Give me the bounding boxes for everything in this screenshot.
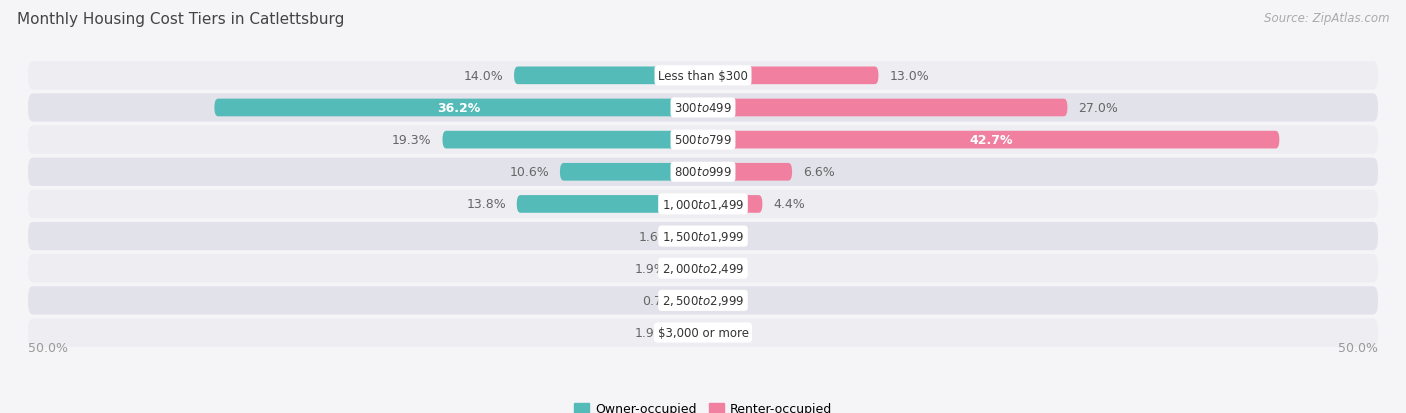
- Text: 0.0%: 0.0%: [714, 294, 745, 307]
- FancyBboxPatch shape: [703, 196, 762, 213]
- FancyBboxPatch shape: [678, 324, 703, 342]
- Text: 0.0%: 0.0%: [714, 262, 745, 275]
- Text: 27.0%: 27.0%: [1078, 102, 1118, 115]
- Text: Source: ZipAtlas.com: Source: ZipAtlas.com: [1264, 12, 1389, 25]
- FancyBboxPatch shape: [28, 62, 1378, 90]
- Text: 13.0%: 13.0%: [889, 70, 929, 83]
- FancyBboxPatch shape: [517, 196, 703, 213]
- FancyBboxPatch shape: [560, 164, 703, 181]
- FancyBboxPatch shape: [703, 164, 792, 181]
- Text: 13.8%: 13.8%: [467, 198, 506, 211]
- Text: 0.79%: 0.79%: [641, 294, 682, 307]
- Text: $1,000 to $1,499: $1,000 to $1,499: [662, 197, 744, 211]
- Text: $2,500 to $2,999: $2,500 to $2,999: [662, 294, 744, 308]
- Text: 0.0%: 0.0%: [714, 326, 745, 339]
- Text: 4.4%: 4.4%: [773, 198, 806, 211]
- FancyBboxPatch shape: [214, 100, 703, 117]
- FancyBboxPatch shape: [703, 67, 879, 85]
- Legend: Owner-occupied, Renter-occupied: Owner-occupied, Renter-occupied: [574, 402, 832, 413]
- Text: Monthly Housing Cost Tiers in Catlettsburg: Monthly Housing Cost Tiers in Catlettsbu…: [17, 12, 344, 27]
- Text: $500 to $799: $500 to $799: [673, 134, 733, 147]
- Text: 1.9%: 1.9%: [634, 326, 666, 339]
- FancyBboxPatch shape: [703, 131, 1279, 149]
- FancyBboxPatch shape: [28, 287, 1378, 315]
- Text: 36.2%: 36.2%: [437, 102, 481, 115]
- Text: 42.7%: 42.7%: [969, 134, 1012, 147]
- Text: $800 to $999: $800 to $999: [673, 166, 733, 179]
- FancyBboxPatch shape: [28, 190, 1378, 218]
- FancyBboxPatch shape: [28, 222, 1378, 251]
- Text: 50.0%: 50.0%: [1339, 342, 1378, 354]
- FancyBboxPatch shape: [515, 67, 703, 85]
- Text: 1.6%: 1.6%: [638, 230, 671, 243]
- Text: $2,000 to $2,499: $2,000 to $2,499: [662, 261, 744, 275]
- Text: 14.0%: 14.0%: [464, 70, 503, 83]
- Text: 0.0%: 0.0%: [714, 230, 745, 243]
- FancyBboxPatch shape: [28, 254, 1378, 282]
- FancyBboxPatch shape: [28, 94, 1378, 122]
- FancyBboxPatch shape: [678, 260, 703, 278]
- FancyBboxPatch shape: [682, 228, 703, 245]
- Text: Less than $300: Less than $300: [658, 70, 748, 83]
- Text: 6.6%: 6.6%: [803, 166, 835, 179]
- Text: $1,500 to $1,999: $1,500 to $1,999: [662, 230, 744, 244]
- FancyBboxPatch shape: [28, 158, 1378, 187]
- Text: 10.6%: 10.6%: [509, 166, 550, 179]
- Text: 50.0%: 50.0%: [28, 342, 67, 354]
- FancyBboxPatch shape: [692, 292, 703, 309]
- Text: $300 to $499: $300 to $499: [673, 102, 733, 115]
- Text: $3,000 or more: $3,000 or more: [658, 326, 748, 339]
- Text: 19.3%: 19.3%: [392, 134, 432, 147]
- FancyBboxPatch shape: [28, 318, 1378, 347]
- FancyBboxPatch shape: [703, 100, 1067, 117]
- Text: 1.9%: 1.9%: [634, 262, 666, 275]
- FancyBboxPatch shape: [443, 131, 703, 149]
- FancyBboxPatch shape: [28, 126, 1378, 154]
